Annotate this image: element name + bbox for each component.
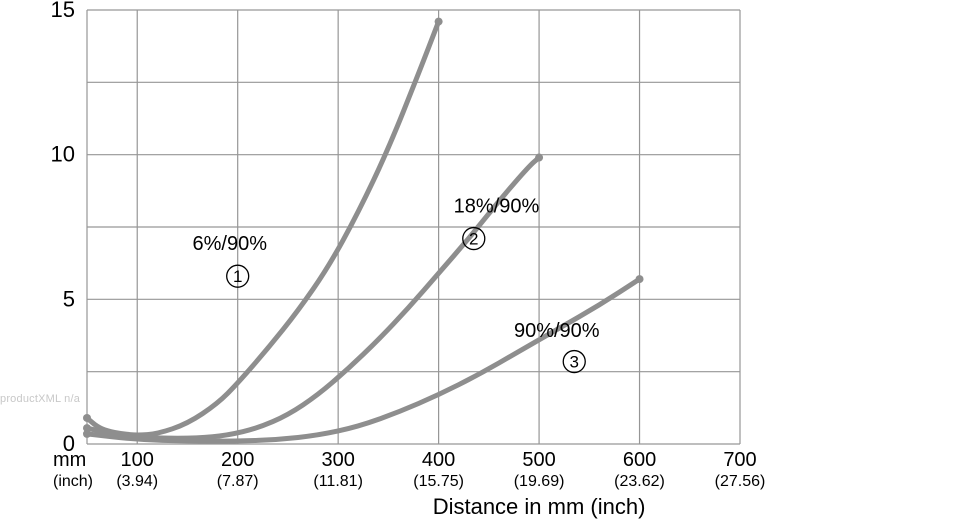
x-tick-inch: (7.87) [217,473,259,490]
series-3-start-dot [83,430,91,438]
series-1-line [87,22,439,435]
series-1-circ-num: 1 [233,267,242,286]
x-tick-inch: (19.69) [514,473,565,490]
series-2-circ-num: 2 [469,230,478,249]
y-tick-label: 15 [51,0,75,22]
y-tick-label: 5 [63,286,75,311]
chart-svg: 051015mm(inch)100(3.94)200(7.87)300(11.8… [0,0,970,520]
x-tick-inch: (15.75) [413,473,464,490]
series-3-label: 90%/90% [514,320,600,342]
x-tick-mm: 700 [723,449,756,471]
x-tick-mm: 200 [221,449,254,471]
x-tick-mm: 100 [121,449,154,471]
x-tick-mm: 500 [522,449,555,471]
x-tick-inch: (23.62) [614,473,665,490]
series-2-label: 18%/90% [454,196,540,218]
series-1-label: 6%/90% [192,233,267,255]
watermark-text: productXML n/a [0,393,80,405]
x-tick-inch: (11.81) [313,473,363,490]
series-3-circ-num: 3 [570,353,579,372]
x-unit-mm: mm [53,449,86,471]
x-axis-title: Distance in mm (inch) [433,494,646,519]
x-tick-inch: (3.94) [116,473,158,490]
x-unit-inch: (inch) [53,473,93,490]
series-3-end-dot [636,275,644,283]
y-tick-label: 10 [51,142,75,167]
series-2-end-dot [535,154,543,162]
series-1-start-dot [83,414,91,422]
x-tick-mm: 300 [321,449,354,471]
x-tick-mm: 400 [422,449,455,471]
series-1-end-dot [435,18,443,26]
x-tick-mm: 600 [623,449,656,471]
x-tick-inch: (27.56) [715,473,766,490]
series-3-line [87,279,640,441]
chart-container: productXML n/a 051015mm(inch)100(3.94)20… [0,0,970,520]
